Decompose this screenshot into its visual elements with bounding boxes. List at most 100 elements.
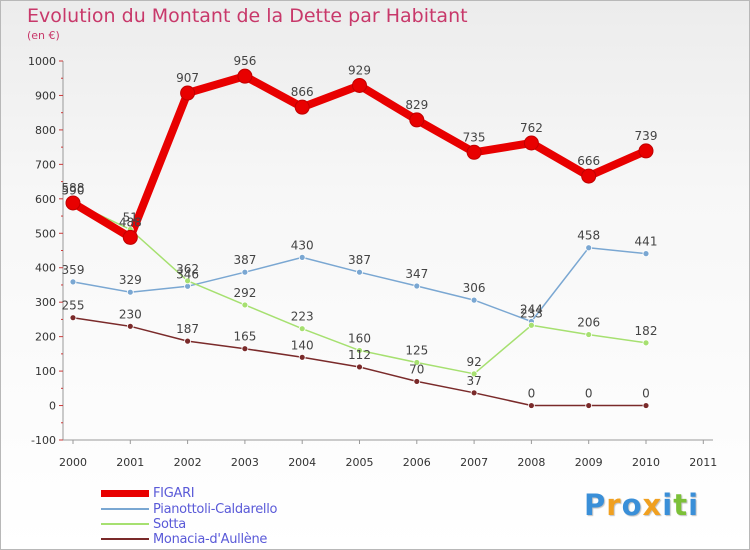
data-label-monacia-d-aullene: 255	[62, 299, 85, 313]
data-label-sotta: 233	[520, 306, 543, 320]
data-point-monacia-d-aullene	[69, 314, 77, 322]
x-tick-label: 2008	[517, 456, 545, 469]
data-point-figari	[237, 68, 253, 84]
data-point-pianottoli-caldarello	[184, 282, 192, 290]
data-label-pianottoli-caldarello: 387	[233, 253, 256, 267]
y-tick-label: -100	[31, 434, 56, 447]
x-tick-label: 2009	[575, 456, 603, 469]
y-tick-label: 1000	[28, 55, 56, 68]
data-label-figari: 866	[291, 85, 314, 99]
data-point-monacia-d-aullene	[184, 337, 192, 345]
data-label-pianottoli-caldarello: 346	[176, 267, 199, 281]
data-point-sotta	[298, 325, 306, 333]
data-point-figari	[180, 85, 196, 101]
y-tick-label: 800	[35, 124, 56, 137]
data-label-figari: 739	[635, 129, 658, 143]
y-tick-label: 100	[35, 365, 56, 378]
data-label-sotta: 182	[635, 324, 658, 338]
x-tick-label: 2005	[346, 456, 374, 469]
data-point-monacia-d-aullene	[413, 378, 421, 385]
logo-letter: r	[606, 488, 622, 522]
y-tick-label: 600	[35, 193, 56, 206]
data-point-monacia-d-aullene	[642, 402, 650, 409]
data-label-monacia-d-aullene: 140	[291, 338, 314, 352]
x-tick-label: 2002	[174, 456, 202, 469]
logo-letter: i	[688, 488, 700, 522]
data-point-sotta	[470, 370, 478, 378]
data-label-sotta: 223	[291, 310, 314, 324]
data-label-monacia-d-aullene: 0	[585, 387, 593, 401]
data-point-sotta	[528, 321, 535, 329]
legend-swatch-sotta	[101, 523, 149, 525]
data-label-figari: 929	[348, 63, 371, 77]
data-point-pianottoli-caldarello	[298, 253, 306, 261]
data-label-sotta: 160	[348, 331, 371, 345]
data-point-figari	[294, 99, 310, 115]
data-label-sotta: 590	[62, 183, 85, 197]
data-point-pianottoli-caldarello	[413, 282, 421, 290]
data-label-pianottoli-caldarello: 430	[291, 238, 314, 252]
x-tick-label: 2006	[403, 456, 431, 469]
legend-swatch-pianottoli-caldarello	[101, 508, 149, 510]
legend-label-figari: FIGARI	[153, 485, 195, 501]
data-label-figari: 735	[463, 130, 486, 144]
data-point-pianottoli-caldarello	[241, 268, 249, 276]
data-point-monacia-d-aullene	[585, 402, 593, 409]
legend-label-pianottoli-caldarello: Pianottoli-Caldarello	[153, 501, 278, 517]
data-label-pianottoli-caldarello: 329	[119, 273, 142, 287]
data-point-monacia-d-aullene	[241, 345, 249, 353]
data-point-sotta	[585, 331, 593, 338]
data-point-sotta	[184, 277, 192, 285]
data-point-pianottoli-caldarello	[585, 244, 593, 252]
data-label-monacia-d-aullene: 187	[176, 322, 199, 336]
data-label-monacia-d-aullene: 230	[119, 307, 142, 321]
proxiti-logo: Proxiti	[584, 488, 699, 522]
data-point-pianottoli-caldarello	[69, 278, 77, 286]
data-label-monacia-d-aullene: 0	[642, 387, 650, 401]
x-tick-label: 2004	[288, 456, 316, 469]
data-label-figari: 588	[62, 181, 85, 195]
data-label-monacia-d-aullene: 0	[528, 387, 536, 401]
series-line-figari	[69, 72, 650, 242]
data-label-figari: 829	[405, 98, 428, 112]
data-label-sotta: 362	[176, 262, 199, 276]
x-tick-label: 2007	[460, 456, 488, 469]
legend-label-sotta: Sotta	[153, 516, 186, 532]
x-tick-label: 2003	[231, 456, 259, 469]
data-label-pianottoli-caldarello: 458	[577, 229, 600, 243]
data-label-pianottoli-caldarello: 441	[635, 235, 658, 249]
data-point-pianottoli-caldarello	[470, 296, 478, 304]
data-point-figari	[409, 112, 425, 128]
data-label-figari: 666	[577, 154, 600, 168]
y-tick-label: 400	[35, 262, 56, 275]
logo-letter: x	[642, 488, 663, 522]
legend-item-sotta: Sotta	[101, 516, 186, 532]
logo-letter: o	[621, 488, 643, 522]
chart-data-labels: 359 329 346 387 430 387 347 306 244 458 441 590 51 36…	[62, 54, 658, 400]
data-point-figari	[122, 229, 138, 245]
logo-letter: t	[673, 488, 689, 522]
legend-item-monacia-daullene: Monacia-d'Aullène	[101, 531, 267, 547]
data-point-figari	[466, 144, 482, 160]
chart-unit-label: (en €)	[27, 29, 60, 42]
data-point-figari	[523, 135, 539, 151]
chart-title: Evolution du Montant de la Dette par Hab…	[27, 5, 468, 27]
y-tick-label: 200	[35, 331, 56, 344]
legend-swatch-figari	[101, 489, 149, 497]
data-label-figari: 488	[119, 215, 142, 229]
data-label-sotta: 92	[466, 355, 481, 369]
data-point-pianottoli-caldarello	[126, 288, 134, 296]
data-point-monacia-d-aullene	[356, 363, 363, 371]
data-point-sotta	[413, 359, 421, 366]
data-label-figari: 956	[233, 54, 256, 68]
data-label-monacia-d-aullene: 37	[466, 374, 481, 388]
data-point-pianottoli-caldarello	[642, 250, 650, 258]
legend-label-monacia-daullene: Monacia-d'Aullène	[153, 531, 268, 547]
y-tick-label: 0	[49, 400, 56, 413]
data-label-pianottoli-caldarello: 387	[348, 253, 371, 267]
chart-axes: -100010020030040050060070080090010002000…	[28, 55, 717, 469]
data-label-pianottoli-caldarello: 359	[62, 263, 85, 277]
data-point-figari	[65, 195, 81, 211]
